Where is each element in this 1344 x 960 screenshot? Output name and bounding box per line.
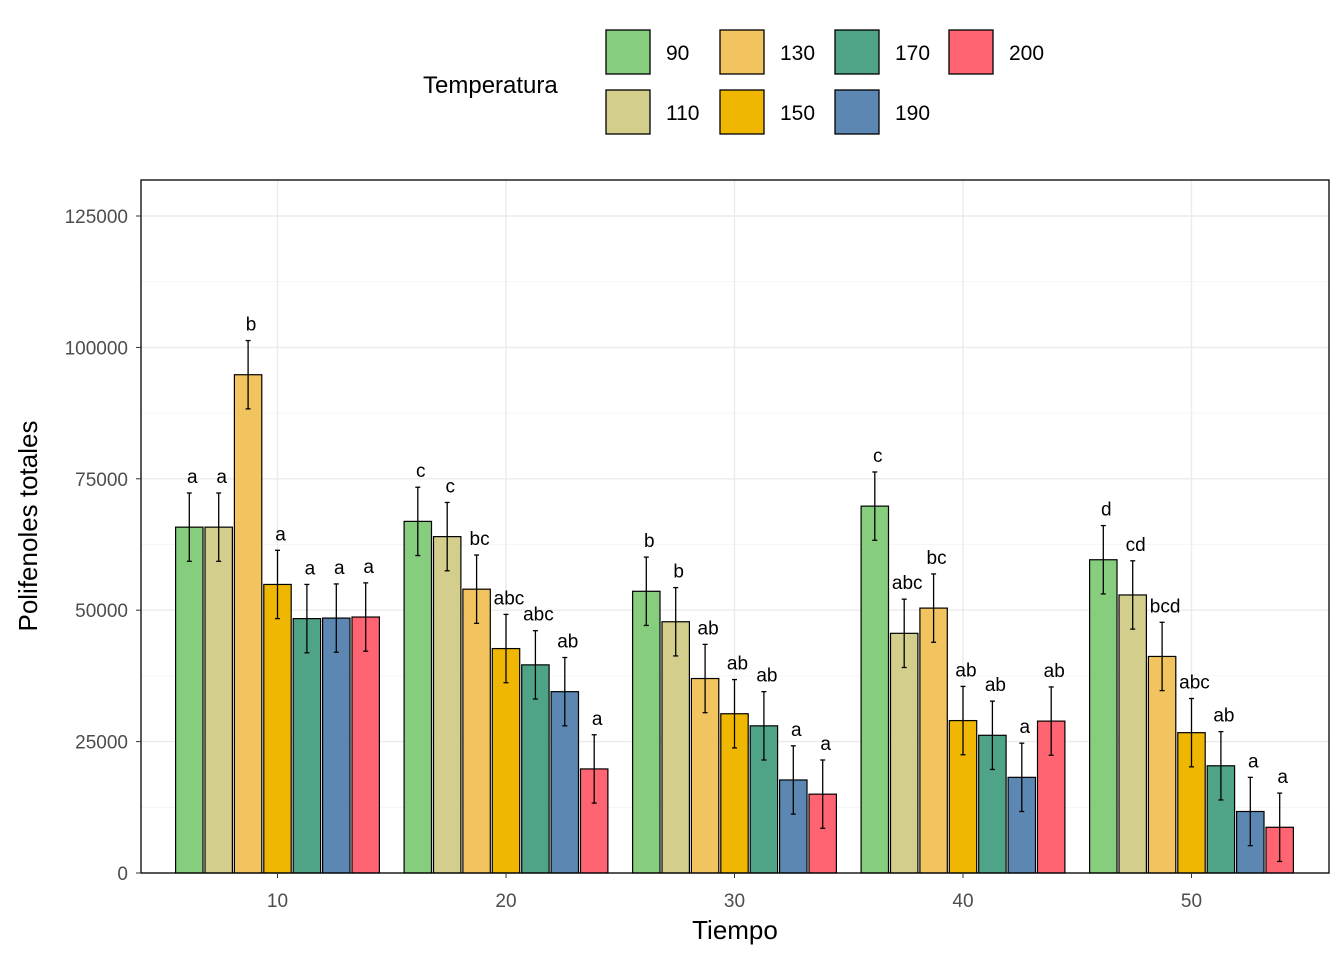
bar (175, 526, 204, 874)
y-tick-label: 75000 (75, 470, 128, 491)
significance-letter: c (873, 446, 883, 467)
bar (1118, 594, 1147, 874)
significance-letter: abc (494, 588, 525, 609)
bar (1147, 655, 1177, 874)
significance-letter: c (416, 461, 426, 482)
significance-letter: ab (1213, 706, 1234, 727)
y-tick-label: 0 (117, 864, 128, 885)
significance-letter: ab (985, 675, 1006, 696)
x-tick-label: 30 (724, 891, 745, 912)
y-axis-title: Polifenoles totales (13, 420, 43, 631)
bar (403, 520, 433, 874)
y-tick-label: 50000 (75, 601, 128, 622)
significance-letter: d (1101, 500, 1112, 521)
significance-letter: a (592, 709, 603, 730)
significance-letter: b (246, 315, 257, 336)
significance-letter: a (791, 720, 802, 741)
legend-label: 110 (666, 102, 699, 125)
significance-letter: ab (1044, 661, 1065, 682)
bar (1088, 559, 1118, 874)
bar (204, 526, 233, 874)
legend-key (948, 29, 994, 75)
bar (351, 616, 380, 874)
bar (263, 583, 292, 874)
x-tick-label: 40 (952, 891, 973, 912)
bar (292, 618, 322, 874)
x-axis: 10 20 30 40 50 (267, 873, 1202, 912)
bar (462, 588, 491, 874)
bar (233, 374, 263, 874)
y-axis: 0 25000 50000 75000 100000 125000 (65, 207, 141, 885)
bar (631, 590, 661, 874)
legend-label: 190 (895, 102, 930, 125)
significance-letter: a (334, 558, 345, 579)
significance-letter: a (305, 558, 316, 579)
significance-letter: ab (727, 654, 748, 675)
significance-letter: cd (1126, 535, 1146, 556)
x-tick-label: 50 (1181, 891, 1202, 912)
legend-key (719, 29, 765, 75)
significance-letter: a (216, 467, 227, 488)
significance-letter: a (187, 467, 198, 488)
significance-letter: c (445, 476, 455, 497)
significance-letter: ab (698, 618, 719, 639)
y-tick-label: 25000 (75, 733, 128, 754)
significance-letter: bcd (1150, 596, 1181, 617)
error-bars (186, 339, 1283, 863)
bar (661, 621, 690, 874)
significance-letter: ab (756, 666, 777, 687)
legend-label: 130 (780, 42, 815, 65)
significance-letter: bc (470, 529, 490, 550)
significance-letter: bc (927, 548, 947, 569)
significance-letter: a (275, 524, 286, 545)
significance-letter: b (644, 531, 655, 552)
significance-letter: ab (955, 660, 976, 681)
x-axis-title: Tiempo (692, 915, 778, 945)
legend-label: 90 (666, 42, 689, 65)
legend-key (719, 89, 765, 135)
legend-key (834, 29, 880, 75)
significance-letter: a (820, 734, 831, 755)
bar (860, 505, 890, 874)
significance-letter: a (1248, 751, 1259, 772)
bar (432, 536, 462, 874)
significance-letter: abc (523, 605, 554, 626)
y-tick-label: 125000 (65, 207, 128, 228)
legend-label: 150 (780, 102, 815, 125)
legend: Temperatura 90 110 130 150 170 190 200 (423, 29, 1044, 135)
bar (889, 632, 919, 874)
significance-letter: a (1277, 767, 1288, 788)
significance-letter: abc (1179, 673, 1210, 694)
x-tick-label: 10 (267, 891, 288, 912)
significance-letter: ab (557, 632, 578, 653)
bar (919, 607, 948, 874)
legend-label: 200 (1009, 42, 1044, 65)
significance-letter: a (1020, 717, 1031, 738)
bar (322, 617, 351, 874)
significance-letter: b (673, 562, 684, 583)
y-tick-label: 100000 (65, 338, 128, 359)
x-tick-label: 20 (495, 891, 516, 912)
significance-letter: abc (892, 573, 923, 594)
significance-letter: a (363, 557, 374, 578)
legend-key (605, 29, 651, 75)
legend-key (834, 89, 880, 135)
legend-label: 170 (895, 42, 930, 65)
legend-key (605, 89, 651, 135)
bar (1177, 732, 1206, 874)
legend-title: Temperatura (423, 72, 558, 99)
